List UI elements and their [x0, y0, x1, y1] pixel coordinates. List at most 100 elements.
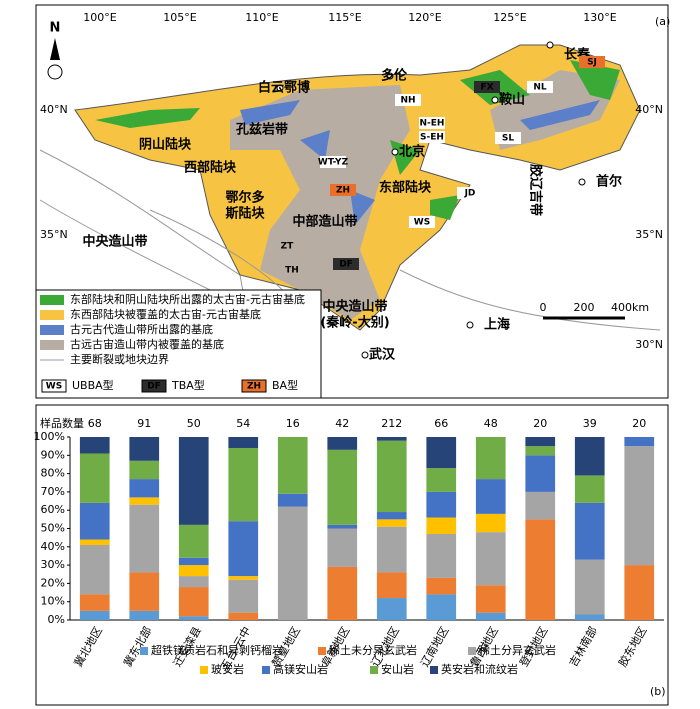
fault-line [39, 149, 251, 331]
legend-code: WS [46, 382, 62, 392]
bar-segment [79, 544, 110, 595]
place-label: 多伦 [381, 68, 408, 84]
bar-segment [327, 524, 358, 529]
bar-segment [327, 437, 358, 450]
y-tick-label: 40% [41, 540, 65, 553]
unit-label: (秦岭-大别) [320, 315, 389, 331]
sample-count: 48 [484, 417, 498, 430]
legend-swatch [40, 295, 64, 305]
north-compass [47, 64, 63, 80]
sample-count: 39 [583, 417, 597, 430]
code-label: SJ [587, 58, 597, 68]
bar-segment [624, 437, 655, 447]
bar-segment [228, 579, 259, 613]
y-tick-label: 80% [41, 467, 65, 480]
bar-segment [228, 576, 259, 580]
place-label: 武汉 [369, 347, 396, 363]
bar-segment [574, 437, 605, 476]
place-marker [466, 321, 474, 329]
bar-segment [277, 493, 308, 507]
bar-segment [129, 610, 160, 620]
code-label: ZT [281, 242, 295, 252]
latitude-label: 40°N [635, 103, 663, 116]
bar-segment [79, 594, 110, 611]
bar-segment [376, 437, 407, 441]
legend-swatch [241, 379, 267, 393]
y-tick-label: 20% [41, 576, 65, 589]
legend-swatch [430, 666, 438, 674]
bar-segment [574, 475, 605, 503]
bar-segment [228, 437, 259, 448]
legend-label: 古元古代造山带所出露的基底 [70, 322, 213, 336]
scale-label: 200 [574, 301, 595, 314]
unit-label: 斯陆块 [225, 206, 265, 222]
bar-segment [79, 539, 110, 545]
code-box [474, 81, 500, 93]
y-tick-label: 0% [48, 613, 65, 626]
legend-label: 主要断裂或地块边界 [70, 352, 169, 366]
code-label: WT-YZ [318, 158, 349, 168]
bar-segment [475, 479, 506, 514]
bar-segment [178, 565, 209, 577]
bar-segment [525, 455, 556, 492]
scale-label: 400km [611, 301, 649, 314]
code-labels: NH N-EH S-EH WT-YZ ZH DF ZT TH WS JD FX SJ NL SL [281, 56, 605, 276]
bar-segment [129, 572, 160, 611]
place-marker [386, 72, 394, 80]
bar-segment [129, 504, 160, 573]
legend-label: UBBA型 [72, 378, 114, 392]
sample-count: 66 [434, 417, 448, 430]
bar-segment [475, 513, 506, 533]
unit-label: 西部陆块 [184, 160, 237, 176]
place-label: 北京 [399, 144, 425, 160]
bar-segment [129, 497, 160, 505]
y-tick-label: 10% [41, 595, 65, 608]
bar-segment [525, 519, 556, 620]
unit-label: 孔兹岩带 [236, 122, 288, 138]
bar-segment [376, 519, 407, 527]
unit-label: 中部造山带 [292, 214, 357, 230]
legend-swatch [318, 647, 326, 655]
bar-segment [475, 437, 506, 480]
bar-segment [129, 479, 160, 498]
legend-label: 高镁安山岩 [273, 662, 328, 676]
legend-swatch [40, 340, 64, 350]
code-box [457, 187, 483, 199]
legend-swatch [141, 379, 167, 393]
y-tick-label: 100% [34, 430, 65, 443]
bar-segment [327, 528, 358, 567]
legend-label: 玻安岩 [211, 662, 244, 676]
bar-segment [178, 576, 209, 588]
bar-segment [79, 610, 110, 620]
north-label: N [50, 21, 61, 36]
bar-segment [376, 526, 407, 573]
y-tick-label: 70% [41, 485, 65, 498]
unit-label: 中央造山带 [322, 299, 387, 315]
legend-swatch [40, 325, 64, 335]
code-box [409, 216, 435, 228]
bar-segment [426, 577, 457, 595]
scale-label: 0 [540, 301, 547, 314]
place-marker [578, 178, 586, 186]
longitude-label: 125°E [493, 11, 526, 24]
latitude-label: 40°N [40, 103, 68, 116]
code-label: S-EH [420, 133, 444, 143]
code-box [320, 156, 346, 168]
bar-segment [327, 449, 358, 525]
bar-segment [574, 502, 605, 560]
bar-segment [525, 491, 556, 520]
legend-label: 古远古宙造山带内被覆盖的基底 [70, 337, 224, 351]
place-marker [491, 96, 499, 104]
latitude-label: 30°N [635, 338, 663, 351]
bar-segment [426, 491, 457, 518]
bar-segment [376, 598, 407, 620]
code-label: NH [400, 96, 415, 106]
legend-swatch [140, 647, 148, 655]
bar-segment [574, 559, 605, 615]
exposed-basement [95, 60, 620, 220]
code-label: ZH [336, 186, 350, 196]
legend-swatch [41, 379, 67, 393]
place-label: 白云鄂博 [258, 80, 310, 96]
legend-label: TBA型 [171, 378, 205, 392]
bar-segment [426, 594, 457, 620]
